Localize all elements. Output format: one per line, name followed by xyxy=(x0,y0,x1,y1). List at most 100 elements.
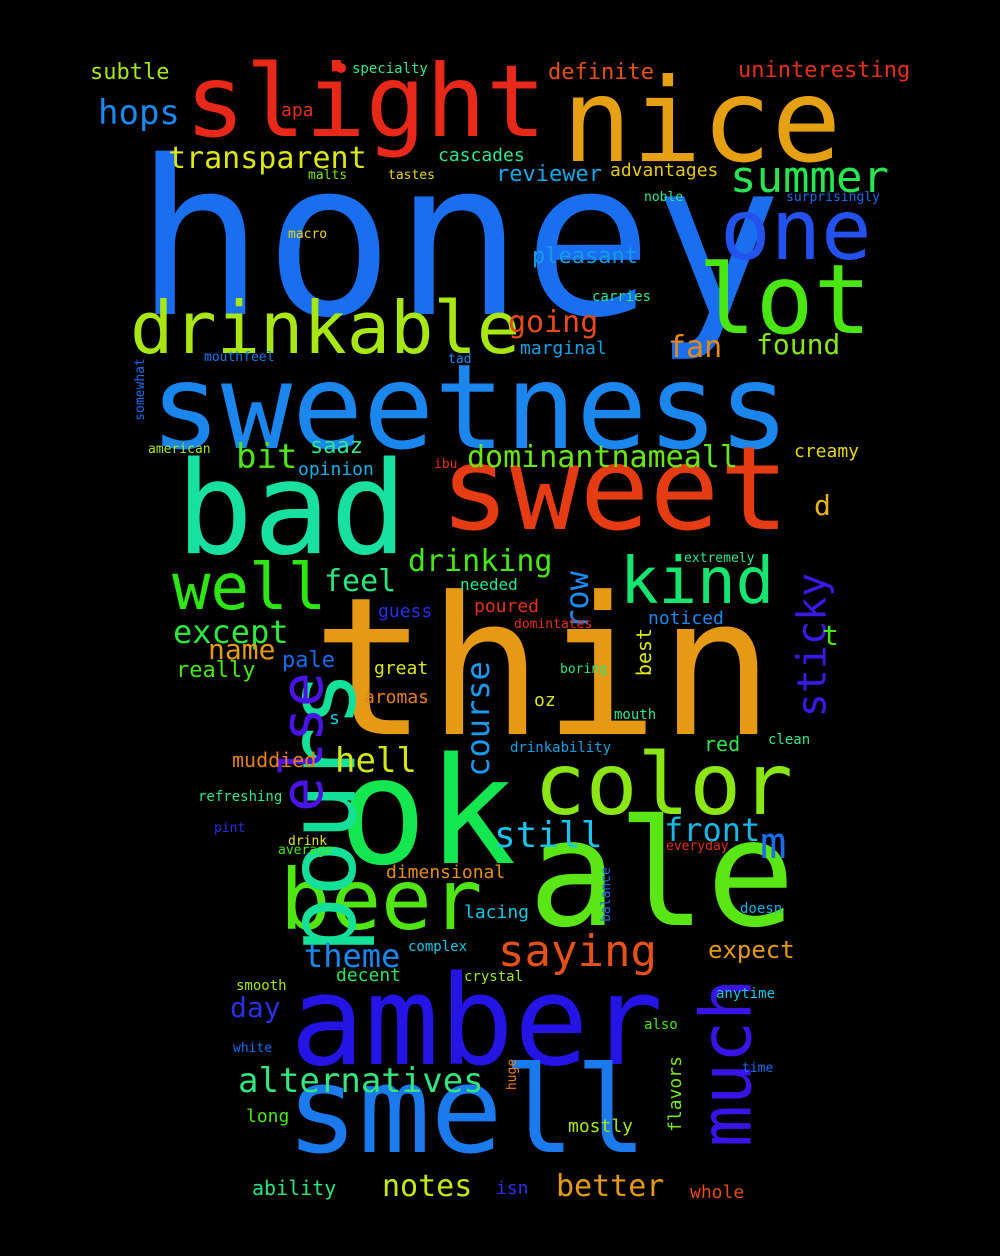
word-bad: bad xyxy=(176,435,408,584)
word-aromas: aromas xyxy=(364,687,430,708)
word-needed: needed xyxy=(460,575,518,594)
word-noticed: noticed xyxy=(648,608,724,629)
word-crystal: crystal xyxy=(464,969,524,985)
word-long: long xyxy=(246,1106,290,1127)
word-course: course xyxy=(458,661,497,777)
word-kind: kind xyxy=(620,545,775,619)
word-thin: thin xyxy=(312,557,775,780)
word-d: d xyxy=(814,489,831,522)
word-m: m xyxy=(760,818,787,869)
word-fan: fan xyxy=(668,330,723,365)
word-mostly: mostly xyxy=(568,1116,634,1137)
word-notes: notes xyxy=(382,1169,473,1204)
word-ale: ale xyxy=(528,788,796,960)
word-ok: ok xyxy=(338,726,517,898)
word-hops: hops xyxy=(98,93,180,133)
dot-shape xyxy=(336,63,346,73)
word-boring: boring xyxy=(560,662,607,677)
word-saaz: saaz xyxy=(310,434,363,459)
word-sweetness: sweetness xyxy=(150,338,790,476)
word-everyday: everyday xyxy=(666,839,729,854)
word-dominantnameall: dominantnameall xyxy=(467,440,738,475)
word-noble: noble xyxy=(644,190,684,205)
word-malts: malts xyxy=(308,168,348,183)
word-great: great xyxy=(374,658,429,679)
word-apa: apa xyxy=(281,100,314,121)
word-beer: beer xyxy=(280,851,483,949)
word-pint: pint xyxy=(214,821,246,836)
word-surprisingly: surprisingly xyxy=(786,190,880,205)
word-somewhat: somewhat xyxy=(132,358,148,421)
word-day: day xyxy=(230,991,281,1024)
word-drinkable: drinkable xyxy=(130,286,521,370)
word-going: going xyxy=(508,305,599,340)
word-specialty: specialty xyxy=(352,61,428,77)
word-feel: feel xyxy=(324,564,397,599)
word-macro: macro xyxy=(288,227,328,242)
word-refreshing: refreshing xyxy=(198,789,283,805)
word-honey: honey xyxy=(135,114,783,365)
word-alternatives: alternatives xyxy=(238,1061,484,1101)
word-tastes: tastes xyxy=(388,168,435,183)
word-summer: summer xyxy=(730,152,889,203)
word-guess: guess xyxy=(378,601,433,622)
word-ibu: ibu xyxy=(434,457,458,472)
word-well: well xyxy=(172,551,327,625)
word-smell: smell xyxy=(286,1042,648,1181)
word-advantages: advantages xyxy=(610,160,719,181)
word-complex: complex xyxy=(408,939,468,955)
word-amber: amber xyxy=(290,950,664,1094)
word-oz: oz xyxy=(534,690,556,711)
word-reviewer: reviewer xyxy=(496,162,602,187)
word-whole: whole xyxy=(690,1182,745,1203)
word-decent: decent xyxy=(336,965,402,986)
word-subtle: subtle xyxy=(90,60,170,85)
word-red: red xyxy=(704,732,741,756)
word-uninteresting: uninteresting xyxy=(738,58,911,83)
word-creamy: creamy xyxy=(794,441,860,462)
word-hell: hell xyxy=(335,741,417,781)
word-domintates: domintates xyxy=(514,617,593,632)
word-definite: definite xyxy=(548,60,654,85)
word-opinion: opinion xyxy=(298,459,374,480)
word-name: name xyxy=(208,633,276,666)
word-huge: huge xyxy=(505,1058,521,1091)
word-balance: balance xyxy=(598,867,614,922)
word-anytime: anytime xyxy=(716,986,776,1002)
word-poured: poured xyxy=(474,596,540,617)
word-expect: expect xyxy=(708,936,795,964)
word-isn: isn xyxy=(496,1178,529,1199)
word-pale: pale xyxy=(282,648,335,673)
word-cascades: cascades xyxy=(438,145,525,166)
word-smooth: smooth xyxy=(236,978,287,994)
word-lacing: lacing xyxy=(464,902,530,923)
word-flavors: flavors xyxy=(664,1056,686,1132)
word-still: still xyxy=(494,815,603,856)
word-average: average xyxy=(278,843,333,858)
word-found: found xyxy=(756,328,841,361)
word-color: color xyxy=(534,735,793,835)
word-saying: saying xyxy=(498,926,657,977)
word-slight: slight xyxy=(185,43,547,160)
word-bit: bit xyxy=(236,437,298,477)
word-sweet: sweet xyxy=(440,422,790,557)
word-also: also xyxy=(644,1017,678,1033)
word-muddied: muddied xyxy=(232,748,317,772)
word-drinking: drinking xyxy=(408,544,553,579)
word-american: american xyxy=(148,442,211,457)
word-white: white xyxy=(233,1041,273,1056)
word-transparent: transparent xyxy=(168,141,367,176)
word-dimensional: dimensional xyxy=(386,862,506,883)
word-one: one xyxy=(720,181,872,279)
word-best: best xyxy=(632,627,657,677)
word-drink: drink xyxy=(288,834,328,849)
word-really: really xyxy=(176,658,256,683)
word-mouthfeel: mouthfeel xyxy=(204,350,275,365)
word-better: better xyxy=(556,1169,665,1204)
word-theme: theme xyxy=(304,937,401,975)
word-doesn: doesn xyxy=(740,901,783,917)
word-carries: carries xyxy=(592,289,652,305)
word-drinkability: drinkability xyxy=(510,740,612,756)
word-tad: tad xyxy=(448,352,472,367)
